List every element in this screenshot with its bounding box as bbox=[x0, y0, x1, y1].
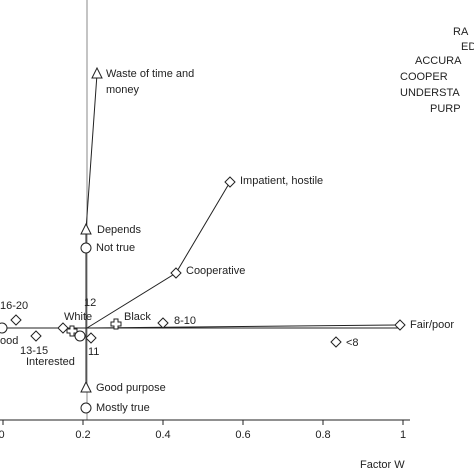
x-tick-label: 0.2 bbox=[75, 429, 90, 441]
point-label: 16-20 bbox=[0, 300, 28, 312]
x-tick-label: 0.8 bbox=[315, 429, 330, 441]
legend-text: UNDERSTA bbox=[400, 87, 460, 99]
legend-text: PURP bbox=[430, 103, 461, 115]
point-label: Not true bbox=[96, 242, 135, 254]
point-label: <8 bbox=[346, 337, 359, 349]
marker-diamond bbox=[85, 332, 97, 344]
x-tick-label: 0.6 bbox=[235, 429, 250, 441]
marker-cross bbox=[110, 318, 122, 330]
point-label: ood bbox=[0, 335, 18, 347]
marker-diamond bbox=[224, 176, 236, 188]
point-label: Fair/poor bbox=[410, 319, 454, 331]
marker-cross bbox=[66, 325, 78, 337]
legend-text: ACCURA bbox=[415, 55, 462, 67]
x-axis-label: Factor W bbox=[360, 459, 405, 471]
legend-text: RA bbox=[453, 26, 469, 38]
point-label: Depends bbox=[97, 224, 142, 236]
marker-diamond bbox=[57, 322, 69, 334]
point-label: Cooperative bbox=[186, 265, 245, 277]
point-label: Good purpose bbox=[96, 382, 166, 394]
connector-line bbox=[86, 324, 401, 329]
marker-circle bbox=[80, 242, 92, 254]
point-label: 12 bbox=[84, 297, 96, 309]
marker-triangle bbox=[80, 380, 92, 393]
point-label: money bbox=[106, 84, 140, 96]
marker-circle bbox=[74, 330, 86, 342]
marker-triangle bbox=[80, 222, 92, 235]
point-label: Black bbox=[124, 311, 151, 323]
point-label: Mostly true bbox=[96, 402, 150, 414]
x-tick-label: .0 bbox=[0, 429, 5, 441]
point-label: Interested bbox=[26, 356, 75, 368]
legend-text: ED bbox=[461, 41, 474, 53]
point-label: White bbox=[64, 311, 92, 323]
point-label: Waste of time and bbox=[106, 68, 194, 80]
marker-diamond bbox=[157, 317, 169, 329]
marker-circle bbox=[0, 322, 8, 334]
legend-text: COOPER bbox=[400, 71, 448, 83]
connector-line bbox=[86, 181, 231, 329]
marker-diamond bbox=[330, 336, 342, 348]
x-tick-label: 1 bbox=[400, 429, 406, 441]
marker-triangle bbox=[91, 66, 103, 79]
point-label: 13-15 bbox=[20, 345, 48, 357]
marker-diamond bbox=[170, 267, 182, 279]
marker-diamond bbox=[394, 319, 406, 331]
marker-diamond bbox=[30, 330, 42, 342]
point-label: 11 bbox=[88, 346, 99, 358]
marker-circle bbox=[80, 402, 92, 414]
marker-diamond bbox=[10, 314, 22, 326]
point-label: Impatient, hostile bbox=[240, 175, 323, 187]
x-tick-label: 0.4 bbox=[155, 429, 170, 441]
point-label: 8-10 bbox=[174, 315, 196, 327]
